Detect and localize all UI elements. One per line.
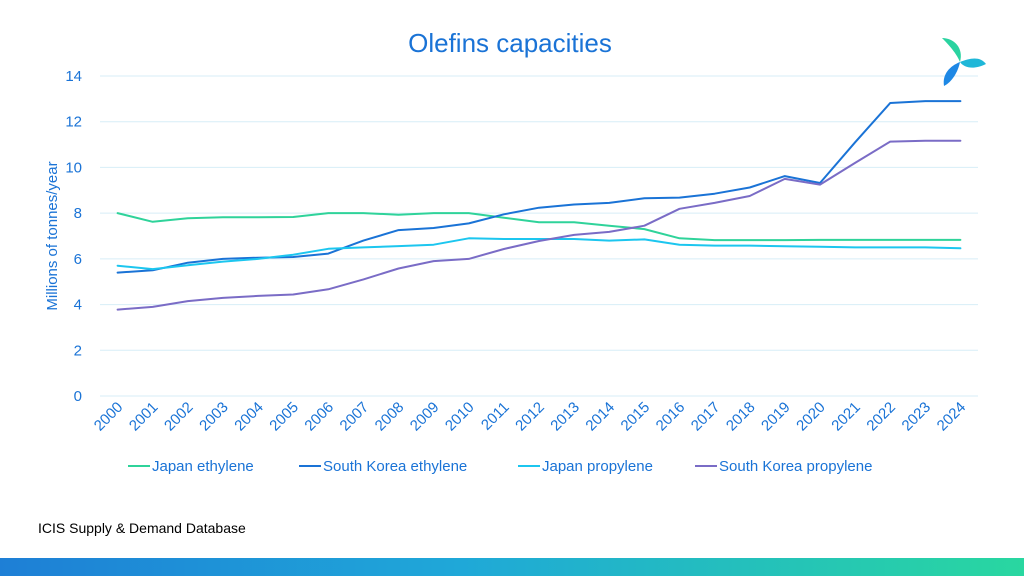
y-tick-label: 14: [65, 68, 82, 85]
x-tick-label: 2023: [899, 399, 935, 435]
y-tick-label: 0: [74, 388, 82, 405]
x-tick-label: 2008: [372, 399, 408, 435]
x-tick-label: 2001: [126, 399, 162, 435]
x-tick-label: 2016: [653, 399, 689, 435]
y-tick-label: 12: [65, 114, 82, 131]
x-tick-label: 2003: [196, 399, 232, 435]
x-tick-label: 2004: [231, 399, 267, 435]
x-tick-label: 2005: [266, 399, 302, 435]
x-tick-label: 2021: [828, 399, 864, 435]
y-axis-title: Millions of tonnes/year: [44, 161, 61, 310]
legend-label: Japan propylene: [542, 458, 653, 475]
footer-gradient-bar: [0, 558, 1024, 576]
y-tick-label: 2: [74, 342, 82, 359]
x-tick-label: 2000: [91, 399, 127, 435]
series-line: [116, 100, 962, 274]
series-line: [116, 212, 962, 242]
y-axis-ticks: 0 2 4 6 8 10 12 14: [65, 68, 82, 405]
legend-label: South Korea ethylene: [323, 458, 467, 475]
source-note: ICIS Supply & Demand Database: [38, 520, 246, 536]
x-tick-label: 2024: [934, 399, 970, 435]
x-tick-label: 2018: [723, 399, 759, 435]
x-tick-label: 2012: [512, 399, 548, 435]
series-layer: [116, 100, 962, 311]
series-line: [116, 139, 962, 311]
x-tick-label: 2013: [547, 399, 583, 435]
x-tick-label: 2002: [161, 399, 197, 435]
x-tick-label: 2006: [301, 399, 337, 435]
x-tick-label: 2011: [478, 399, 513, 434]
series-line: [116, 237, 962, 271]
x-tick-label: 2020: [793, 399, 829, 435]
y-tick-label: 10: [65, 159, 82, 176]
x-tick-label: 2009: [407, 399, 443, 435]
x-tick-label: 2019: [758, 399, 794, 435]
y-tick-label: 6: [74, 251, 82, 268]
x-tick-label: 2007: [337, 399, 373, 435]
grid-layer: [100, 75, 978, 397]
x-tick-label: 2014: [582, 399, 618, 435]
legend-label: Japan ethylene: [152, 458, 254, 475]
y-tick-label: 4: [74, 297, 82, 314]
chart-title: Olefins capacities: [408, 28, 612, 58]
legend-label: South Korea propylene: [719, 458, 872, 475]
x-tick-label: 2015: [618, 399, 654, 435]
icis-petal-logo-icon: [942, 38, 986, 86]
y-tick-label: 8: [74, 205, 82, 222]
x-tick-label: 2022: [863, 399, 899, 435]
x-tick-label: 2017: [688, 399, 724, 435]
x-tick-label: 2010: [442, 399, 478, 435]
x-axis-ticks: 2000 2001 2002 2003 2004 2005 2006 2007 2008 2009…: [91, 399, 970, 435]
legend: Japan ethylene South Korea ethylene Japan …: [128, 458, 872, 475]
